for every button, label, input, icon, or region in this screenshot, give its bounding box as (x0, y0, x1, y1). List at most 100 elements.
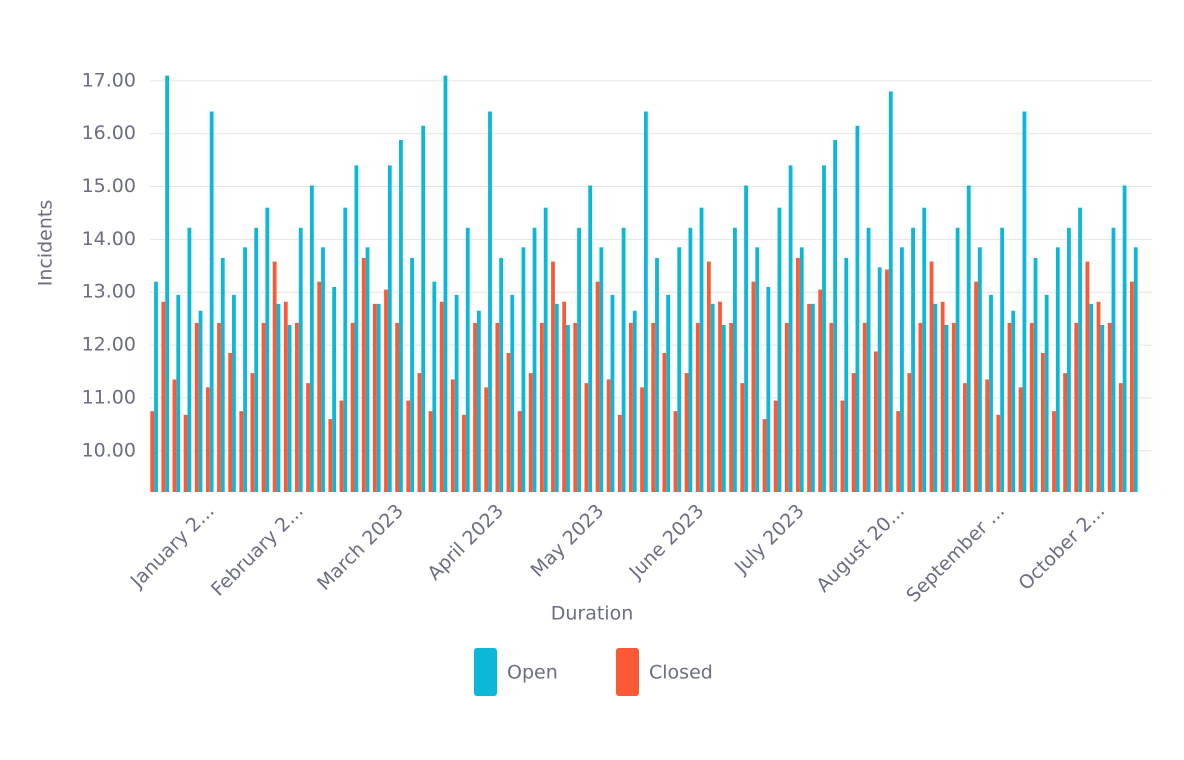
bar (617, 414, 622, 492)
y-tick-label: 12.00 (82, 334, 136, 356)
bar (951, 322, 956, 492)
bar (1033, 257, 1038, 492)
bar (773, 400, 778, 492)
legend-swatch (616, 648, 639, 696)
bar (551, 261, 555, 492)
bar (539, 322, 544, 492)
bar (406, 400, 411, 492)
bar (1063, 373, 1068, 492)
bar (784, 322, 789, 492)
bar (855, 125, 860, 493)
bar (721, 325, 726, 492)
x-tick-label: February 2... (207, 500, 308, 601)
bar (885, 269, 889, 492)
bar (239, 411, 244, 492)
bar (484, 387, 489, 492)
bar (1100, 325, 1105, 492)
bar (272, 261, 277, 492)
bar (840, 400, 845, 492)
bar (684, 373, 689, 492)
bar (573, 322, 578, 492)
y-tick-label: 16.00 (82, 122, 136, 144)
bar (417, 373, 422, 492)
bar (554, 303, 559, 492)
bar (744, 185, 748, 492)
bar (384, 289, 388, 492)
bar (929, 261, 934, 492)
bar (1055, 247, 1060, 492)
bar (740, 383, 745, 492)
bar (907, 373, 912, 492)
y-tick-label: 14.00 (82, 228, 136, 250)
bar (933, 303, 938, 492)
bar (977, 247, 982, 492)
bar (321, 247, 325, 492)
bar (710, 303, 715, 492)
bar (1052, 411, 1056, 492)
y-tick-label: 15.00 (82, 175, 136, 197)
bar (963, 383, 967, 492)
bar (343, 207, 348, 492)
bar (755, 247, 760, 492)
bar (194, 322, 199, 492)
bar (1044, 294, 1049, 492)
bar (543, 207, 548, 492)
bar (350, 322, 355, 492)
bar (154, 281, 158, 492)
bar (1000, 227, 1005, 492)
x-tick-label: January 2... (126, 500, 219, 593)
bar (495, 322, 500, 492)
bar (833, 140, 838, 492)
bar (900, 247, 904, 492)
bar (829, 322, 834, 492)
bar (643, 111, 648, 493)
bar (766, 286, 771, 492)
bar (562, 301, 567, 492)
bar (896, 411, 901, 492)
bar (688, 227, 693, 492)
bar (387, 165, 392, 492)
bar (473, 322, 477, 492)
bar (974, 281, 978, 492)
bar (955, 227, 960, 492)
bar (632, 310, 637, 492)
bar (250, 373, 255, 492)
bar (621, 227, 626, 492)
x-tick-label: March 2023 (313, 500, 408, 595)
bar (718, 301, 722, 492)
x-tick-label: August 20... (812, 500, 909, 597)
bar (228, 353, 233, 492)
bar (655, 257, 659, 492)
y-tick-label: 10.00 (82, 439, 136, 461)
bar (476, 310, 481, 492)
x-tick-label: October 2... (1014, 500, 1109, 595)
bar (1118, 383, 1123, 492)
bar (283, 301, 288, 492)
bar (673, 411, 678, 492)
bar (1111, 227, 1116, 492)
bar (799, 247, 804, 492)
bar (499, 257, 504, 492)
bar (1040, 353, 1045, 492)
bar (354, 165, 359, 492)
bar (1029, 322, 1034, 492)
bar (232, 294, 236, 492)
bar (751, 281, 756, 492)
bar (1130, 281, 1134, 492)
bar (588, 185, 593, 492)
bar (220, 257, 225, 492)
bar (666, 294, 671, 492)
bar (150, 411, 155, 492)
bar (254, 227, 259, 492)
y-tick-label: 11.00 (82, 386, 136, 408)
x-tick-label: May 2023 (527, 500, 609, 582)
bar (372, 303, 377, 492)
bar (584, 383, 589, 492)
bar (1096, 301, 1101, 492)
bar (777, 207, 782, 492)
bar (198, 310, 203, 492)
bar (662, 353, 667, 492)
bar (640, 387, 644, 492)
bar (1074, 322, 1079, 492)
